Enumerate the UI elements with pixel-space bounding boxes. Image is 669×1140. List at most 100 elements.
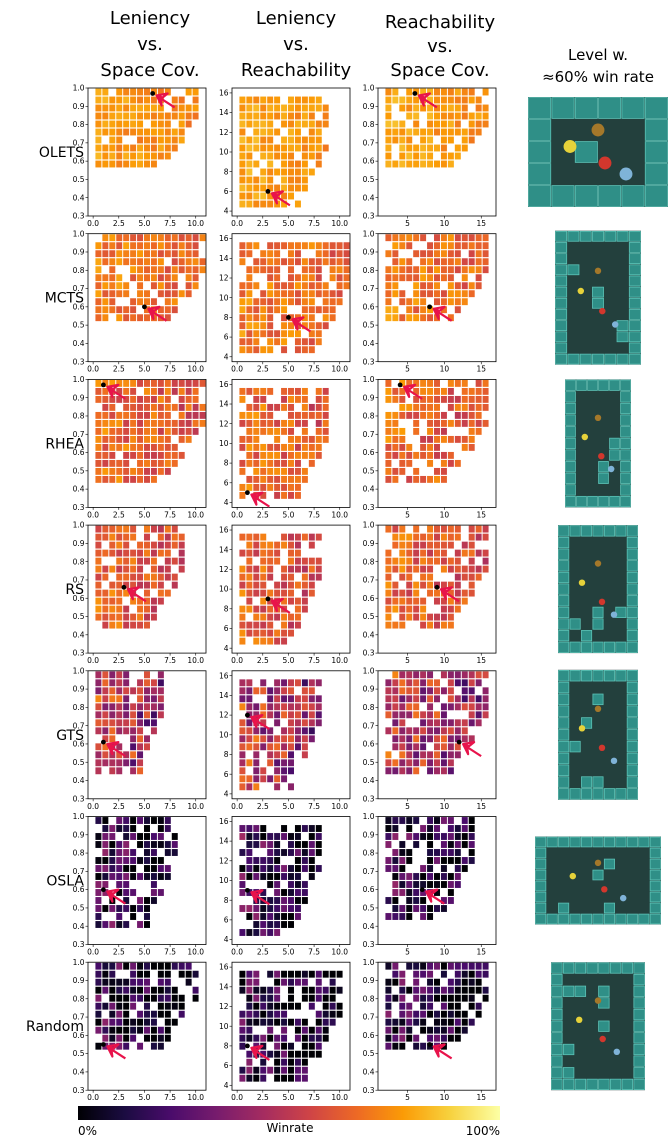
heatmap-cell <box>267 873 274 880</box>
heatmap-cell <box>288 978 294 986</box>
heatmap-cell <box>454 411 461 419</box>
heatmap-cell <box>399 128 406 136</box>
heatmap-cell <box>95 306 102 314</box>
heatmap-cell <box>294 419 301 427</box>
heatmap-cell <box>253 451 260 459</box>
heatmap-cell <box>246 298 253 306</box>
wall-tile <box>551 985 563 997</box>
heatmap-cell <box>164 290 171 298</box>
heatmap-cell <box>102 751 109 759</box>
heatmap-cell <box>137 970 144 978</box>
heatmap-cell <box>150 379 157 387</box>
heatmap-cell <box>137 128 144 136</box>
heatmap-cell <box>164 152 171 160</box>
heatmap-cell <box>192 387 199 395</box>
heatmap-cell <box>171 298 178 306</box>
heatmap-cell <box>447 242 454 250</box>
heatmap-cell <box>315 703 322 711</box>
key-icon <box>581 433 589 441</box>
heatmap-cell <box>150 282 157 290</box>
heatmap-cell <box>385 144 392 152</box>
highlight-arrow <box>106 888 126 905</box>
heatmap-cell <box>434 825 440 832</box>
heatmap-cell <box>123 986 130 994</box>
wall-tile <box>581 641 593 653</box>
heatmap-cell <box>440 613 447 621</box>
heatmap-cell <box>267 589 274 597</box>
heatmap-cell <box>308 1026 315 1034</box>
heatmap-cell <box>130 525 137 533</box>
heatmap-cell <box>440 1034 447 1042</box>
heatmap-cell <box>239 679 246 687</box>
heatmap-cell <box>239 775 246 783</box>
heatmap-cell <box>157 817 164 824</box>
heatmap-cell <box>185 242 192 250</box>
heatmap-cell <box>144 735 150 743</box>
x-tick-label: 0.0 <box>231 948 243 957</box>
highlight-arrow <box>147 305 168 322</box>
heatmap-cell <box>144 743 150 751</box>
heatmap-cell <box>144 849 150 856</box>
heatmap-cell <box>413 743 420 751</box>
x-tick-label: 15 <box>476 1093 486 1102</box>
heatmap-cell <box>185 120 192 128</box>
heatmap-cell <box>392 290 399 298</box>
heatmap-cell <box>392 621 399 629</box>
heatmap-cell <box>406 557 413 565</box>
wall-tile <box>555 353 568 365</box>
heatmap-cell <box>137 88 144 96</box>
heatmap-cell <box>420 1026 427 1034</box>
heatmap-cell <box>102 152 109 160</box>
heatmap-cell <box>123 557 130 565</box>
heatmap-cell <box>454 679 461 687</box>
y-tick-label: 1.0 <box>73 84 85 93</box>
heatmap-cell <box>130 549 137 557</box>
y-tick-label: 0.3 <box>363 649 375 658</box>
heatmap-cell <box>315 338 322 346</box>
heatmap-cell <box>294 613 301 621</box>
heatmap-cell <box>385 88 392 96</box>
heatmap-cell <box>178 427 185 435</box>
heatmap-cell <box>95 597 102 605</box>
heatmap-cell <box>308 403 315 411</box>
heatmap-cell <box>413 144 420 152</box>
x-tick-label: 15 <box>476 510 486 519</box>
heatmap-cell <box>192 274 199 282</box>
heatmap-cell <box>482 970 489 978</box>
heatmap-cell <box>308 346 315 354</box>
heatmap-cell <box>267 459 274 467</box>
heatmap-cell <box>95 727 102 735</box>
heatmap-cell <box>475 573 482 581</box>
heatmap-cell <box>246 1002 253 1010</box>
heatmap-cell <box>116 411 123 419</box>
wall-tile <box>555 264 568 276</box>
wall-tile <box>558 571 570 584</box>
heatmap-cell <box>95 1042 102 1050</box>
wall-tile <box>565 426 576 438</box>
x-tick-label: 5 <box>405 510 410 519</box>
heatmap-cell <box>144 298 150 306</box>
x-tick-label: 5.0 <box>282 802 294 811</box>
heatmap-cell <box>413 978 420 986</box>
heatmap-cell <box>288 1002 294 1010</box>
heatmap-cell <box>246 629 253 637</box>
heatmap-cell <box>392 978 399 986</box>
heatmap-cell <box>267 467 274 475</box>
heatmap-cell <box>440 905 447 912</box>
y-tick-label: 0.6 <box>73 885 85 894</box>
heatmap-cell <box>109 152 116 160</box>
heatmap-cell <box>392 120 399 128</box>
wall-tile <box>555 331 568 343</box>
heatmap-cell <box>157 1002 164 1010</box>
heatmap-cell <box>461 541 468 549</box>
heatmap-cell <box>192 419 199 427</box>
y-tick-label: 0.9 <box>363 102 375 111</box>
heatmap-cell <box>447 274 454 282</box>
heatmap-cell <box>385 897 392 904</box>
heatmap-cell <box>385 306 392 314</box>
wall-tile <box>569 740 581 753</box>
heatmap-cell <box>137 541 144 549</box>
heatmap-cell <box>116 443 123 451</box>
heatmap-cell <box>239 395 246 403</box>
heatmap-cell <box>322 104 329 112</box>
